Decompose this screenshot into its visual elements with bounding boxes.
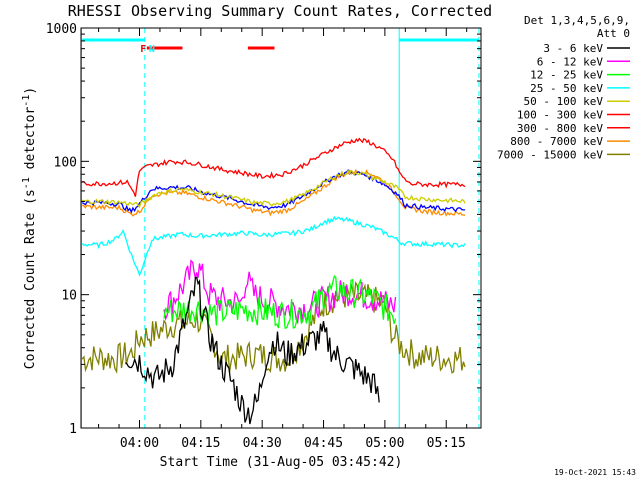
legend-label-7: 800 - 7000 keV (510, 135, 603, 148)
x-tick-label-1: 04:15 (181, 436, 220, 451)
series-line-25-50-kev (81, 215, 466, 277)
data-layer (80, 28, 480, 428)
legend-label-8: 7000 - 15000 keV (497, 148, 603, 161)
plot-frame (80, 27, 482, 429)
flag-label-0: F (140, 44, 146, 55)
axis-layer: 04:00 04:15 04:30 04:45 05:00 05:15 1 10 100 1000 (46, 22, 481, 451)
y-axis-label-end: ) (23, 87, 38, 95)
y-axis-label-sup2: -1 (21, 95, 32, 107)
series-line-blue-band (81, 168, 466, 214)
legend-label-2: 12 - 25 keV (530, 69, 603, 82)
series-line-800-7000-kev (82, 168, 466, 217)
series-line-3-6-kev (124, 276, 380, 425)
x-tick-label-0: 04:00 (120, 436, 159, 451)
y-tick-label-0: 1 (69, 422, 77, 437)
legend-label-4: 50 - 100 keV (524, 95, 604, 108)
y-tick-label-3: 1000 (46, 22, 77, 37)
series-line-50-100-kev (82, 169, 466, 209)
legend-header-line-2: Att 0 (597, 27, 630, 40)
legend-label-3: 25 - 50 keV (530, 82, 603, 95)
x-tick-label-4: 05:00 (365, 436, 404, 451)
y-tick-label-1: 10 (61, 289, 77, 304)
legend-label-5: 100 - 300 keV (517, 109, 603, 122)
series-line-7000-15000-kev (81, 280, 466, 374)
x-axis-label: Start Time (31-Aug-05 03:45:42) (160, 455, 403, 470)
flag-label-1: N (149, 44, 155, 55)
y-axis-label-sup1: -1 (21, 177, 32, 189)
y-tick-label-2: 100 (54, 155, 77, 170)
legend-header-line-1: Det 1,3,4,5,6,9, (524, 14, 630, 27)
series-line-100-300-kev (82, 137, 466, 197)
x-tick-label-5: 05:15 (427, 436, 466, 451)
legend-label-1: 6 - 12 keV (537, 55, 604, 68)
chart-title: RHESSI Observing Summary Count Rates, Co… (68, 2, 492, 20)
legend-label-6: 300 - 800 keV (517, 122, 603, 135)
timestamp: 19-Oct-2021 15:43 (554, 468, 636, 477)
x-tick-label-3: 04:45 (304, 436, 343, 451)
x-tick-label-2: 04:30 (243, 436, 282, 451)
y-axis-label-mid: detector (23, 107, 38, 178)
y-axis-label: Corrected Count Rate (s-1 detector-1) (21, 87, 38, 369)
legend-label-0: 3 - 6 keV (543, 42, 603, 55)
y-axis-label-main: Corrected Count Rate (s (23, 189, 38, 369)
